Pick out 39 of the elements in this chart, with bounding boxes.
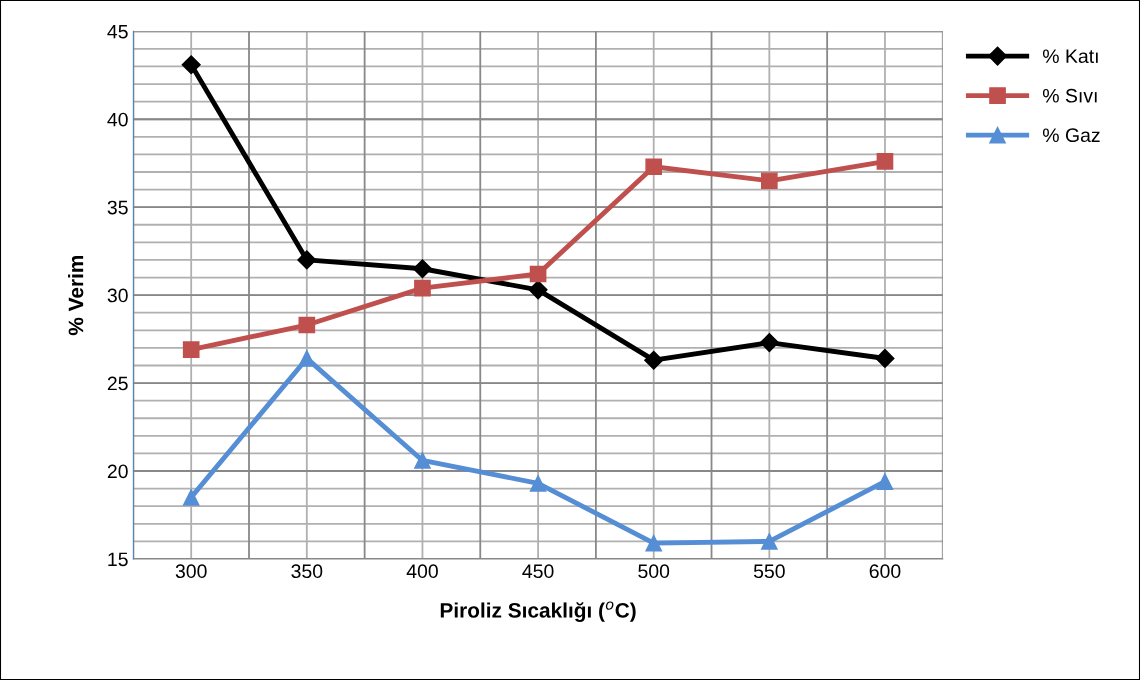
point [645,158,663,176]
y-tick-label: 40 [107,112,128,127]
y-tick-label: 25 [107,376,128,391]
point [528,280,548,300]
point [761,172,778,190]
x-axis-title: Piroliz Sıcaklığı ($^{o}$C) [440,601,636,622]
x-tick-label: 600 [869,564,901,579]
y-tick-label: 45 [107,24,128,39]
point [875,348,895,368]
point [529,265,547,283]
x-tick-label: 450 [522,564,554,579]
point [414,452,431,469]
y-axis-title: % Verim [68,255,84,336]
legend-label: % Gaz [1042,128,1100,143]
point [529,474,547,492]
point [181,55,201,75]
y-tick-label: 35 [107,200,128,215]
legend-label: % Katı [1042,49,1098,64]
point [645,534,663,552]
x-tick-label: 300 [175,564,207,579]
y-tick-label: 20 [107,464,128,479]
point [182,489,200,506]
point [876,473,894,490]
x-tick-label: 350 [291,564,323,579]
legend-label: % Sıvı [1042,88,1097,103]
y-tick-label: 30 [107,288,128,303]
y-tick-label: 15 [108,552,128,567]
point [876,153,894,170]
point [412,259,432,279]
point [644,350,664,370]
x-tick-label: 400 [406,564,438,579]
point [297,250,317,270]
point [761,533,778,550]
point [182,341,200,358]
x-tick-label: 500 [638,564,670,579]
point [759,333,779,353]
point [414,279,431,297]
x-tick-label: 550 [753,564,785,579]
point [298,316,316,334]
